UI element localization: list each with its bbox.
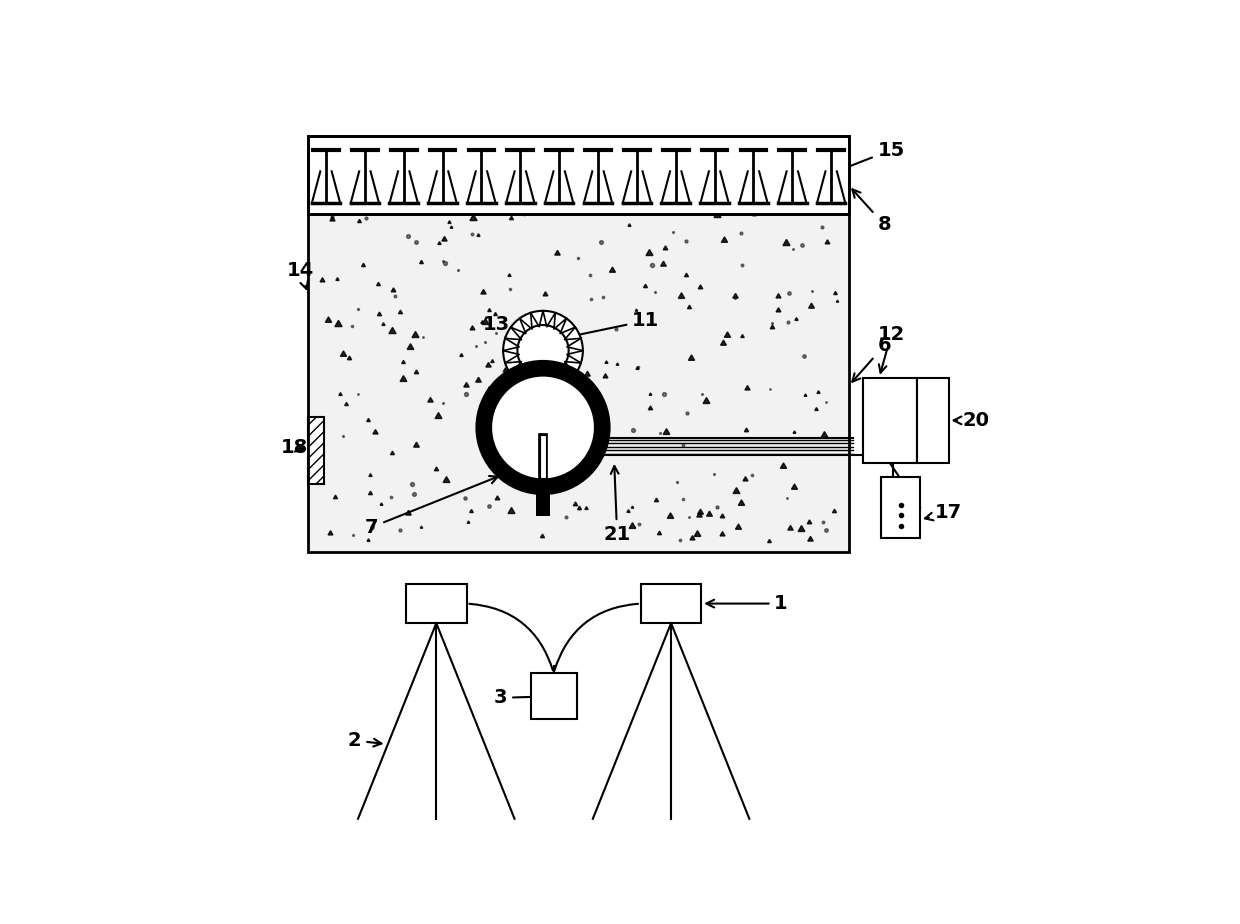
Text: 8: 8 (852, 189, 892, 234)
Bar (405, 584, 466, 623)
Bar (309, 136, 849, 552)
Text: 6: 6 (852, 336, 892, 382)
Text: 3: 3 (494, 688, 553, 708)
Text: 21: 21 (604, 466, 631, 543)
Circle shape (502, 310, 584, 391)
Circle shape (491, 375, 595, 480)
Bar (863, 378, 916, 463)
Bar (916, 378, 949, 463)
Text: 14: 14 (286, 261, 314, 289)
Bar (536, 493, 551, 517)
Text: 17: 17 (925, 504, 961, 522)
Bar (531, 673, 577, 719)
Bar (309, 417, 324, 484)
Bar (641, 584, 702, 623)
Text: 1: 1 (707, 594, 787, 614)
Text: 12: 12 (878, 325, 905, 372)
Text: 7: 7 (365, 476, 497, 537)
Bar (309, 136, 849, 552)
Text: 18: 18 (280, 438, 308, 456)
Circle shape (475, 359, 610, 495)
Text: 13: 13 (482, 315, 520, 334)
Text: 15: 15 (832, 140, 905, 174)
Text: 20: 20 (954, 411, 990, 430)
Text: 2: 2 (348, 731, 382, 750)
Bar (309, 136, 849, 214)
Text: 11: 11 (559, 311, 660, 341)
Bar (880, 478, 920, 538)
